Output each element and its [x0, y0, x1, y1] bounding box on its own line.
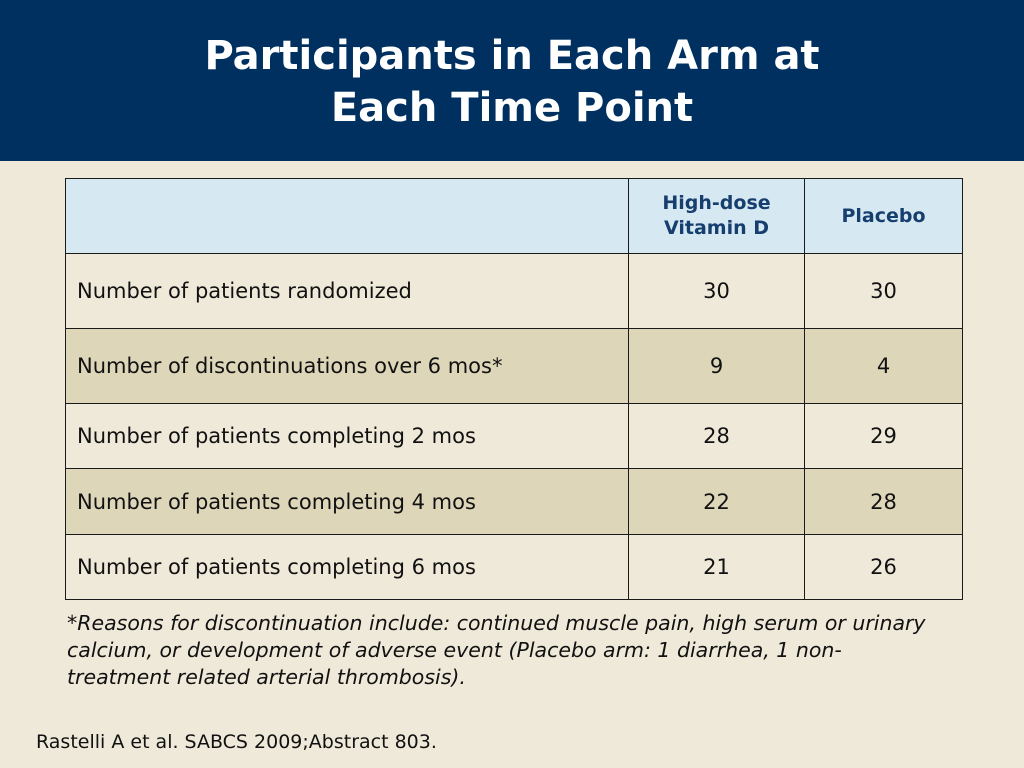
citation: Rastelli A et al. SABCS 2009;Abstract 80…	[36, 731, 437, 753]
header-empty-cell	[65, 178, 629, 254]
header-high-dose-line-1: High-dose	[662, 192, 771, 214]
placebo-value: 26	[804, 534, 963, 600]
vitamin-d-value: 21	[628, 534, 805, 600]
header-placebo: Placebo	[804, 178, 963, 254]
slide-title: Participants in Each Arm at Each Time Po…	[0, 30, 1024, 134]
participants-table: High-dose Vitamin D Placebo Number of pa…	[65, 178, 963, 600]
row-label: Number of patients completing 2 mos	[65, 403, 629, 469]
row-label: Number of patients completing 4 mos	[65, 468, 629, 535]
row-label: Number of patients completing 6 mos	[65, 534, 629, 600]
row-label: Number of patients randomized	[65, 253, 629, 329]
table-row: Number of patients randomized 30 30	[65, 253, 963, 329]
vitamin-d-value: 28	[628, 403, 805, 469]
placebo-value: 28	[804, 468, 963, 535]
header-high-dose-line-2: Vitamin D	[663, 217, 769, 239]
placebo-value: 29	[804, 403, 963, 469]
vitamin-d-value: 22	[628, 468, 805, 535]
slide-title-line-2: Each Time Point	[330, 85, 694, 131]
table-row: Number of discontinuations over 6 mos* 9…	[65, 328, 963, 404]
row-label: Number of discontinuations over 6 mos*	[65, 328, 629, 404]
placebo-value: 4	[804, 328, 963, 404]
title-banner: Participants in Each Arm at Each Time Po…	[0, 0, 1024, 161]
table-row: Number of patients completing 4 mos 22 2…	[65, 468, 963, 535]
table-row: Number of patients completing 6 mos 21 2…	[65, 534, 963, 600]
vitamin-d-value: 30	[628, 253, 805, 329]
footnote: *Reasons for discontinuation include: co…	[67, 611, 926, 689]
placebo-value: 30	[804, 253, 963, 329]
header-high-dose-vitamin-d: High-dose Vitamin D	[628, 178, 805, 254]
slide-title-line-1: Participants in Each Arm at	[204, 33, 820, 79]
table-row: Number of patients completing 2 mos 28 2…	[65, 403, 963, 469]
vitamin-d-value: 9	[628, 328, 805, 404]
table-header-row: High-dose Vitamin D Placebo	[65, 178, 963, 254]
